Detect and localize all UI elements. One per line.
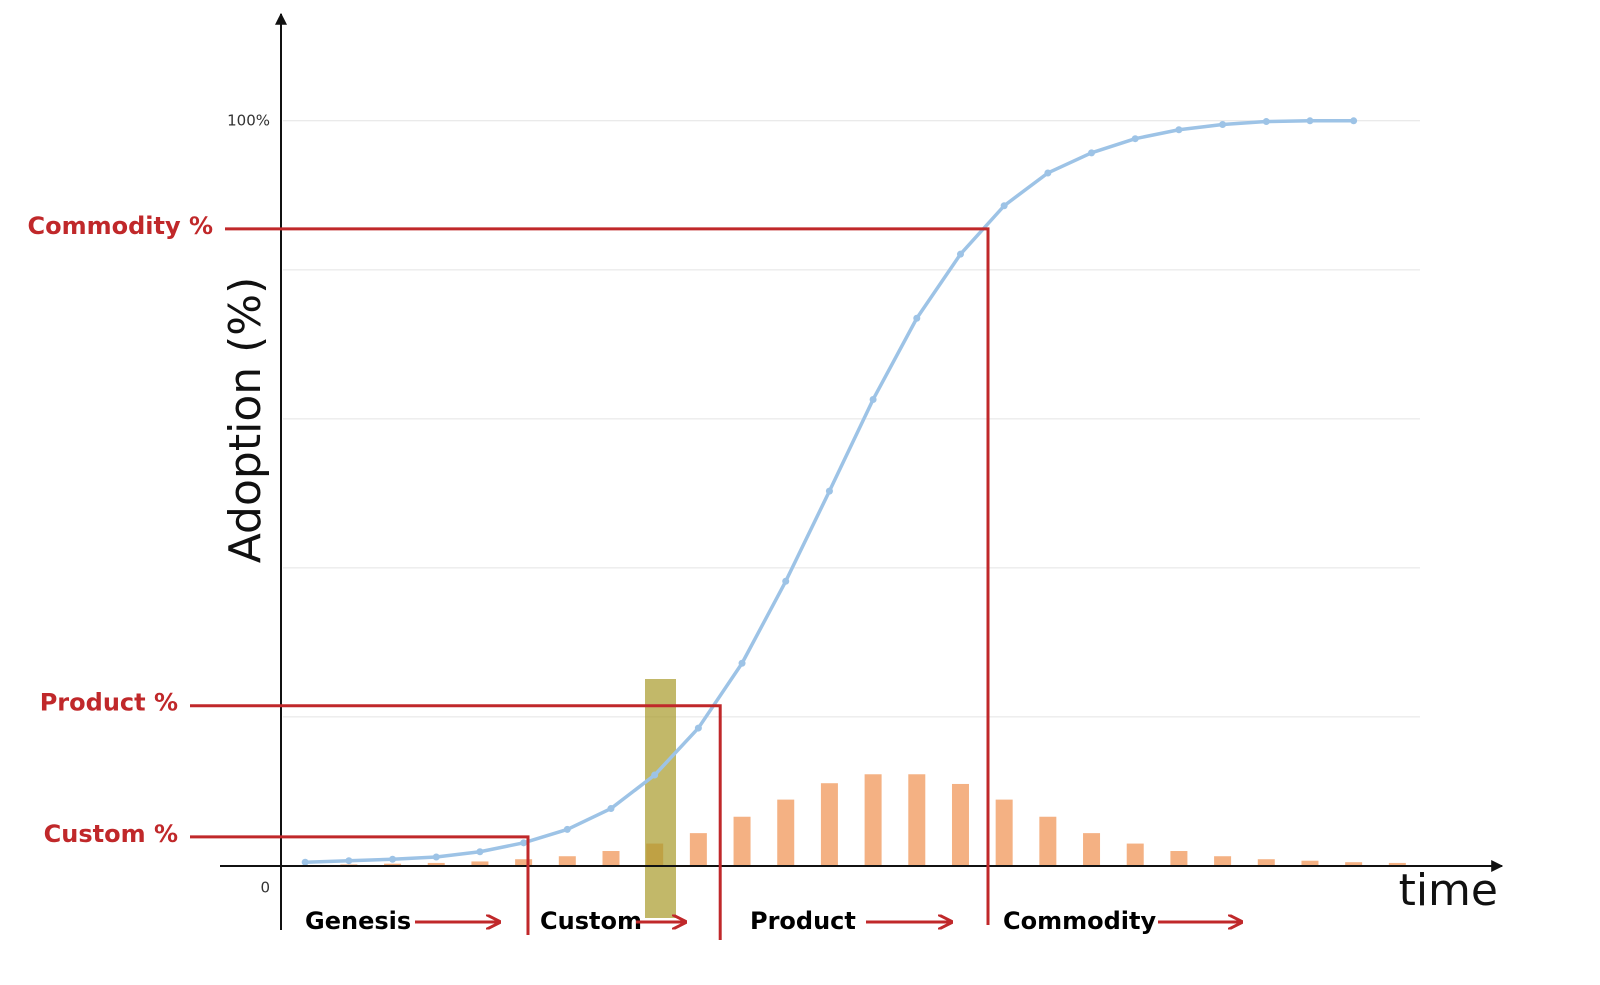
point: [1306, 117, 1314, 125]
point: [476, 848, 484, 856]
bar: [1126, 843, 1144, 866]
point: [520, 839, 528, 847]
point: [913, 314, 921, 322]
bar: [427, 862, 445, 866]
grid: [283, 120, 1420, 718]
point: [869, 395, 877, 403]
bar: [820, 783, 838, 866]
bar: [1301, 860, 1319, 866]
bar: [995, 799, 1013, 866]
point: [432, 853, 440, 861]
bar: [602, 851, 620, 866]
bar: [733, 816, 751, 866]
y-axis-label: Adoption (%): [220, 277, 271, 564]
phase-label: Product: [750, 907, 856, 935]
bars: [296, 774, 1406, 866]
threshold-label: Commodity %: [27, 212, 213, 240]
point: [651, 771, 659, 779]
point: [1350, 117, 1358, 125]
curve: [301, 117, 1358, 866]
phases: Genesis Custom Product Commodity: [305, 907, 1240, 935]
highlight: [645, 679, 676, 918]
bar: [1257, 859, 1275, 866]
bar: [1170, 851, 1188, 866]
phase-label: Commodity: [1003, 907, 1156, 935]
point: [1131, 135, 1139, 143]
point: [782, 577, 790, 585]
point: [389, 855, 397, 863]
bar: [1388, 862, 1406, 866]
threshold-line: [190, 835, 530, 935]
point: [1219, 121, 1227, 129]
point: [1262, 118, 1270, 126]
point: [738, 659, 746, 667]
point: [694, 724, 702, 732]
bar: [864, 774, 882, 866]
point: [345, 857, 353, 865]
bar: [951, 783, 969, 866]
threshold-label: Custom %: [44, 820, 178, 848]
point: [1175, 126, 1183, 134]
y-tick-label: 0: [260, 878, 270, 896]
annotations: Commodity % Product % Custom %: [27, 212, 990, 940]
point: [825, 487, 833, 495]
point: [1000, 202, 1008, 210]
point: [563, 825, 571, 833]
x-axis-label: time: [1399, 865, 1498, 916]
point: [956, 250, 964, 258]
threshold-line: [225, 227, 990, 925]
bar: [777, 799, 795, 866]
bar: [1345, 862, 1363, 866]
threshold-label: Product %: [40, 689, 178, 717]
point: [301, 858, 309, 866]
point: [1044, 169, 1052, 177]
bar: [515, 859, 533, 866]
bar: [1083, 833, 1101, 866]
bar: [1039, 816, 1057, 866]
bar: [689, 833, 707, 866]
point: [607, 805, 615, 813]
point: [1088, 149, 1096, 157]
phase-label: Custom: [540, 907, 642, 935]
bar: [384, 863, 402, 866]
y-tick-label: 100%: [227, 111, 270, 129]
threshold-line: [190, 704, 722, 940]
bar: [908, 774, 926, 866]
phase-label: Genesis: [305, 907, 411, 935]
bar: [558, 856, 576, 866]
bar: [1214, 856, 1232, 866]
bar: [471, 861, 489, 866]
